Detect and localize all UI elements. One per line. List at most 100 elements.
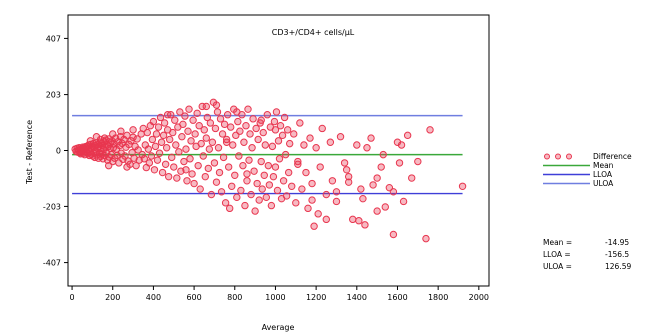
data-point bbox=[237, 186, 245, 195]
data-point bbox=[229, 141, 237, 149]
data-point bbox=[158, 168, 167, 177]
data-point bbox=[355, 217, 363, 225]
data-point bbox=[218, 130, 227, 138]
data-point bbox=[304, 204, 312, 213]
data-point bbox=[154, 123, 163, 131]
data-point bbox=[397, 141, 406, 149]
data-point bbox=[191, 130, 199, 138]
data-point bbox=[193, 109, 201, 118]
data-point bbox=[274, 137, 283, 145]
x-axis-ticks: 0 200 400 600 800 1000 1200 1400 1600 1800 2000 bbox=[70, 286, 489, 302]
data-point bbox=[340, 159, 349, 167]
data-point bbox=[322, 215, 330, 224]
data-point bbox=[243, 170, 251, 178]
data-point bbox=[197, 139, 205, 148]
data-point bbox=[188, 170, 196, 178]
data-point bbox=[247, 190, 255, 199]
data-point bbox=[239, 161, 247, 170]
data-point bbox=[151, 142, 160, 151]
data-point bbox=[180, 157, 188, 166]
data-point bbox=[152, 130, 161, 138]
data-point bbox=[253, 179, 261, 188]
data-point bbox=[359, 194, 367, 203]
data-point bbox=[195, 122, 203, 130]
data-point bbox=[155, 149, 164, 157]
data-point bbox=[200, 126, 208, 134]
stat-label: Mean = bbox=[543, 238, 572, 247]
y-axis-title: Test - Reference bbox=[25, 120, 34, 185]
data-point bbox=[264, 161, 273, 170]
data-point bbox=[204, 164, 213, 173]
x-tick-label: 1400 bbox=[347, 293, 367, 302]
data-point bbox=[199, 152, 207, 160]
data-point bbox=[208, 138, 217, 146]
data-point bbox=[332, 188, 341, 196]
data-point bbox=[276, 122, 285, 130]
data-point bbox=[176, 108, 184, 116]
data-point bbox=[100, 134, 109, 142]
data-point bbox=[224, 163, 233, 171]
data-point bbox=[373, 174, 381, 182]
data-point bbox=[202, 102, 210, 111]
data-point bbox=[283, 126, 292, 134]
data-point bbox=[182, 166, 190, 174]
data-point bbox=[235, 152, 243, 160]
data-point bbox=[203, 113, 212, 122]
data-point bbox=[250, 167, 258, 175]
data-point bbox=[134, 146, 142, 154]
y-axis-ticks: 407 203 0 -203 -407 bbox=[43, 34, 68, 268]
data-point bbox=[117, 127, 125, 135]
data-point bbox=[211, 124, 220, 133]
data-point bbox=[272, 108, 281, 116]
data-point bbox=[249, 115, 257, 123]
x-tick-label: 600 bbox=[186, 293, 201, 302]
data-point bbox=[316, 163, 324, 171]
plot-frame bbox=[67, 14, 490, 287]
data-point bbox=[157, 138, 166, 146]
data-point bbox=[207, 190, 216, 199]
data-point bbox=[308, 179, 316, 188]
data-point bbox=[389, 188, 398, 196]
data-point bbox=[172, 141, 180, 149]
data-point bbox=[163, 110, 172, 119]
data-point bbox=[181, 112, 189, 120]
data-point bbox=[138, 150, 146, 159]
data-point bbox=[168, 153, 176, 162]
data-point bbox=[258, 185, 266, 193]
data-point bbox=[150, 166, 159, 174]
data-point bbox=[179, 120, 187, 129]
data-point bbox=[233, 193, 241, 202]
data-point bbox=[281, 150, 290, 159]
data-point bbox=[132, 161, 140, 170]
data-point bbox=[223, 110, 232, 119]
data-point bbox=[306, 134, 314, 142]
data-point bbox=[275, 155, 284, 163]
data-point bbox=[288, 182, 296, 191]
data-point bbox=[251, 207, 259, 215]
data-point bbox=[233, 108, 241, 116]
reference-lines bbox=[72, 114, 463, 195]
data-point bbox=[147, 152, 156, 160]
data-point bbox=[294, 157, 302, 166]
data-point bbox=[96, 135, 105, 144]
data-point bbox=[326, 138, 335, 146]
data-point bbox=[369, 181, 377, 189]
data-point bbox=[408, 174, 416, 182]
data-point bbox=[279, 177, 288, 185]
data-point bbox=[344, 178, 353, 186]
data-point bbox=[214, 144, 223, 152]
stat-value: 126.59 bbox=[605, 262, 631, 271]
x-tick-label: 1800 bbox=[428, 293, 448, 302]
data-point bbox=[414, 157, 422, 166]
data-point bbox=[165, 135, 174, 144]
data-point bbox=[314, 210, 322, 218]
x-tick-label: 2000 bbox=[469, 293, 489, 302]
data-point bbox=[292, 199, 300, 207]
data-point bbox=[255, 196, 263, 204]
legend-marker bbox=[566, 153, 572, 160]
x-tick-label: 800 bbox=[227, 293, 242, 302]
data-point bbox=[261, 141, 269, 149]
data-point bbox=[257, 116, 265, 124]
data-point bbox=[254, 135, 262, 144]
data-point bbox=[86, 137, 95, 145]
